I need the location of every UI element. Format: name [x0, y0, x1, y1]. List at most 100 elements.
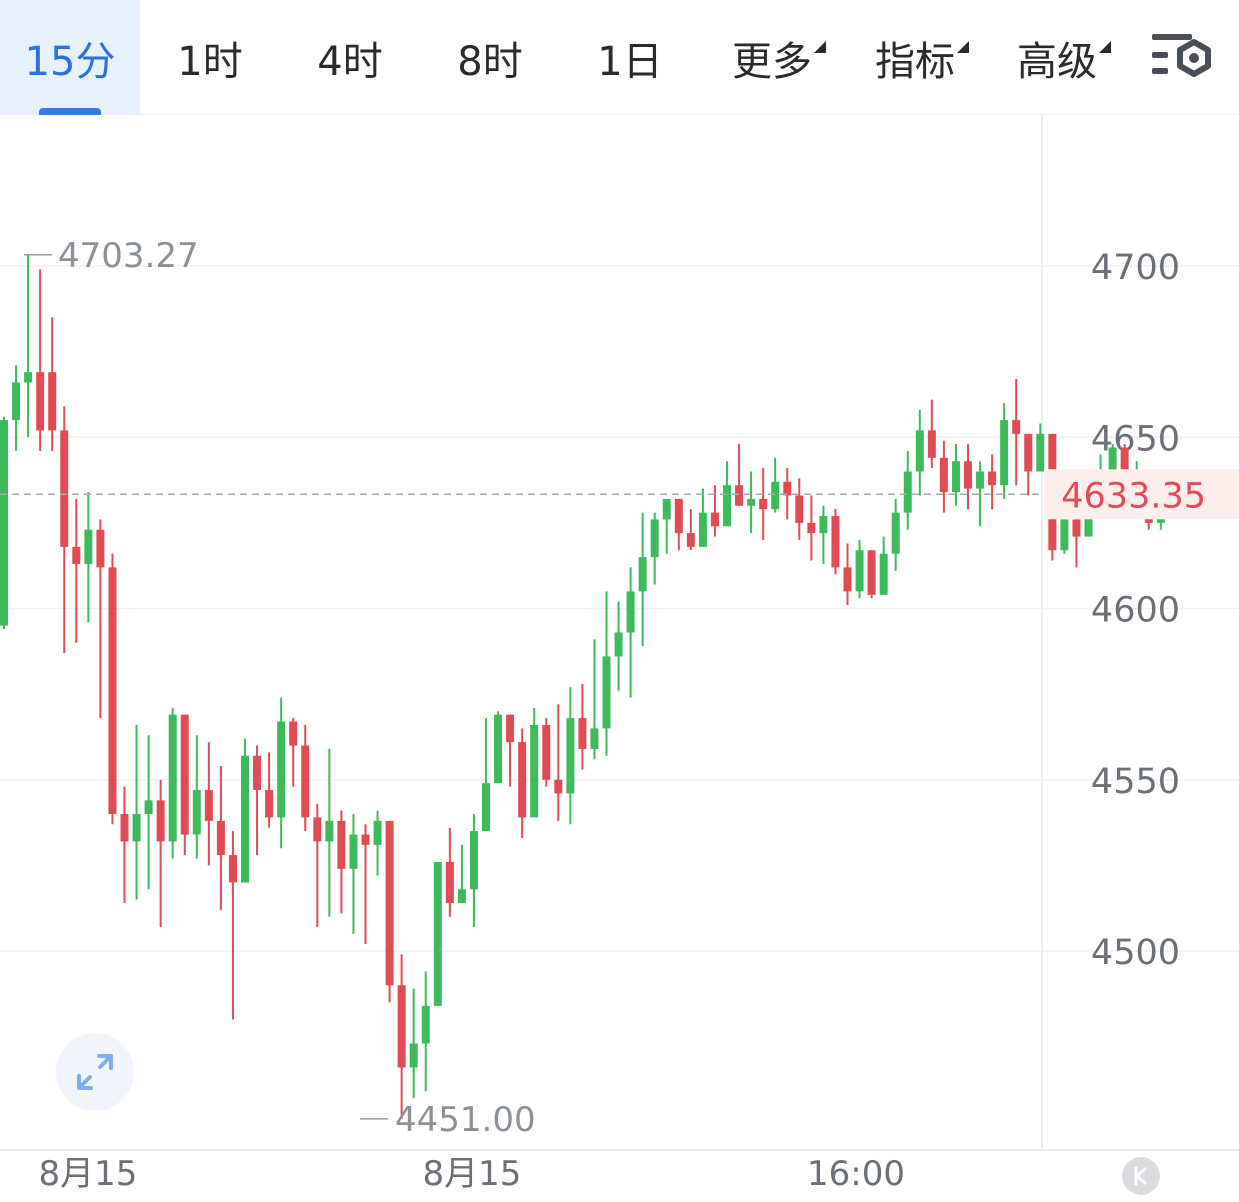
candle [759, 468, 768, 540]
tab-advanced-dropdown[interactable]: 高级 [986, 0, 1128, 115]
candle-body [759, 498, 768, 510]
candle [964, 444, 972, 510]
candle [638, 512, 647, 647]
candle-body [879, 553, 888, 595]
candle-body [36, 372, 45, 431]
candle-body [807, 522, 816, 534]
candle [686, 509, 695, 551]
tab-4hour[interactable]: 4时 [280, 0, 420, 115]
chart-canvas: 4700 4650 4600 4550 4500 8月15 8月15 16:00 4703.2… [0, 116, 1239, 1194]
collapse-button[interactable] [1122, 1157, 1160, 1195]
interval-tab-bar: 15分 1时 4时 8时 1日 更多 指标 高级 [0, 0, 1239, 115]
candle [313, 803, 322, 928]
candle-body [180, 714, 189, 835]
candle [228, 831, 237, 1020]
candle-body [867, 550, 876, 595]
candle [843, 543, 852, 606]
x-tick-label: 16:00 [807, 1154, 905, 1194]
fullscreen-button[interactable] [56, 1033, 134, 1111]
candle [662, 498, 671, 554]
candle [903, 450, 912, 530]
candle-body [289, 721, 298, 746]
candle [36, 269, 45, 451]
candle-body [325, 820, 334, 842]
candle [915, 409, 924, 496]
candle-body [349, 834, 358, 869]
candle-body [192, 790, 201, 835]
candle [373, 810, 382, 876]
candle-body [578, 718, 587, 749]
candle [192, 735, 201, 859]
candle-body [891, 512, 900, 554]
candle [0, 416, 8, 630]
candle [614, 601, 623, 691]
tab-label: 15分 [24, 38, 116, 85]
tab-more-dropdown[interactable]: 更多 [700, 0, 844, 115]
tab-label: 8时 [457, 38, 523, 85]
candle [409, 988, 418, 1099]
candle [289, 718, 298, 787]
candle-body [24, 372, 33, 383]
candle [277, 697, 286, 849]
candle-body [301, 745, 310, 818]
candle [265, 752, 274, 828]
tab-1hour[interactable]: 1时 [140, 0, 280, 115]
candle [445, 827, 454, 917]
candle-body [96, 529, 105, 568]
y-tick-label: 4500 [1091, 933, 1180, 973]
candle [795, 478, 804, 540]
candle-body [723, 485, 731, 527]
candle [988, 454, 997, 510]
candle-body [614, 632, 623, 657]
low-marker-label: 4451.00 [395, 1100, 536, 1140]
candle [60, 406, 69, 654]
candle-body [12, 382, 21, 421]
k-collapse-icon [1134, 1166, 1147, 1186]
candle [783, 468, 792, 520]
candle-body [506, 714, 515, 743]
candle [674, 498, 683, 551]
tab-8hour[interactable]: 8时 [420, 0, 560, 115]
candle-body [482, 783, 490, 832]
candle [385, 820, 394, 1003]
candle [361, 824, 370, 945]
candle [12, 365, 21, 451]
high-marker-label: 4703.27 [58, 236, 199, 276]
tab-label-text: 高级 [1017, 38, 1097, 85]
candle [108, 553, 117, 825]
candle [747, 471, 756, 534]
candle-body [988, 471, 997, 486]
candle [698, 488, 707, 547]
candle [710, 485, 719, 537]
candle-body [795, 495, 804, 523]
candle-body [168, 714, 177, 842]
candle-body [1000, 420, 1009, 486]
candle-body [590, 728, 599, 749]
candle [939, 440, 948, 513]
candle [48, 317, 57, 451]
candle [831, 509, 840, 575]
tab-label: 更多 [732, 29, 826, 87]
candle [976, 461, 985, 527]
candle-body [421, 1005, 430, 1044]
candle-body [819, 516, 828, 534]
candle-body [494, 714, 503, 784]
candle [927, 399, 936, 469]
candle-body [674, 498, 683, 534]
candle-body [241, 755, 249, 883]
candle-body [265, 790, 274, 818]
tab-15min[interactable]: 15分 [0, 0, 140, 115]
candle-body [710, 512, 719, 527]
candle [626, 567, 635, 698]
candle-body [1072, 519, 1081, 537]
candle [1000, 403, 1009, 499]
candle-body [204, 790, 213, 821]
chart-settings-button[interactable] [1150, 28, 1214, 88]
candle-body [397, 985, 406, 1068]
candle [494, 711, 503, 784]
tab-1day[interactable]: 1日 [560, 0, 700, 115]
candle [1036, 423, 1045, 472]
candlestick-chart[interactable]: 4700 4650 4600 4550 4500 8月15 8月15 16:00 4703.2… [0, 116, 1239, 1202]
tab-indicators-dropdown[interactable]: 指标 [844, 0, 986, 115]
candle [168, 707, 177, 859]
